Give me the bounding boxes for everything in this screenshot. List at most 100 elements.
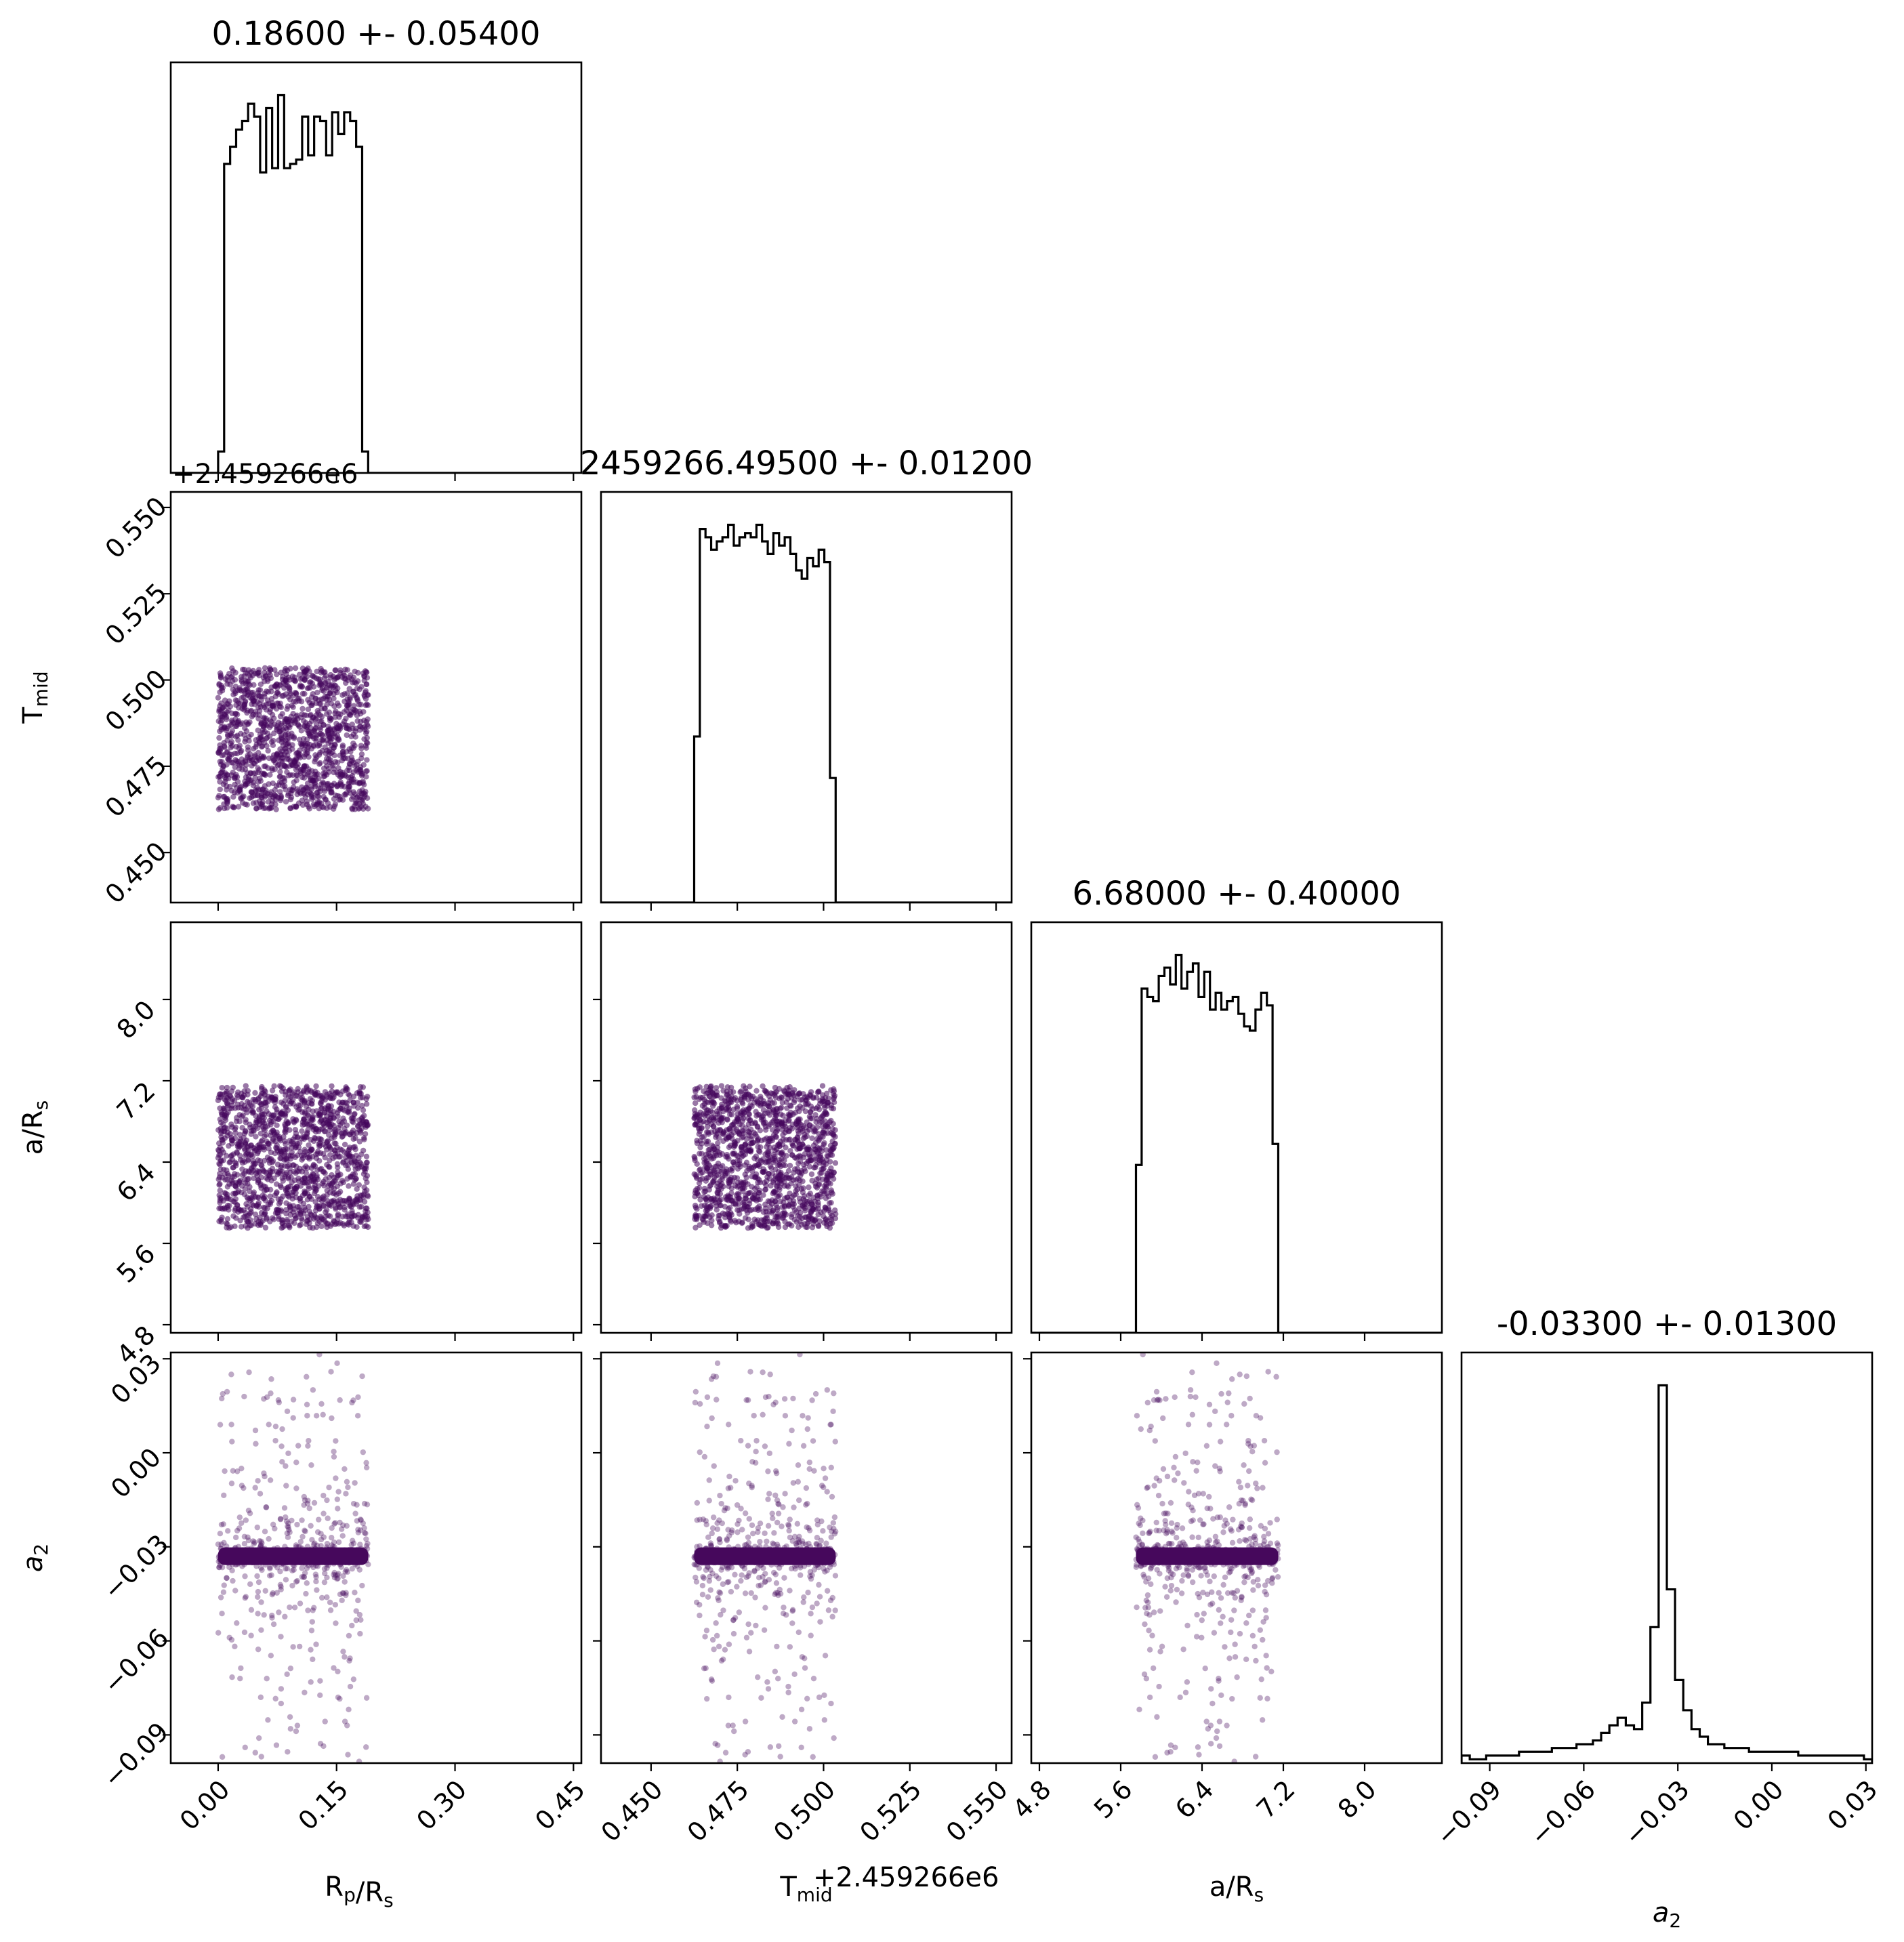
scatter-point bbox=[713, 1153, 720, 1159]
scatter-point bbox=[231, 804, 237, 810]
scatter-point bbox=[350, 1500, 357, 1507]
scatter-point bbox=[359, 1582, 365, 1589]
scatter-point bbox=[337, 1591, 344, 1598]
scatter-point bbox=[821, 1104, 828, 1111]
scatter-point bbox=[261, 704, 268, 711]
scatter-point bbox=[321, 1128, 328, 1134]
y-tick-label: 8.0 bbox=[111, 995, 161, 1045]
scatter-point bbox=[314, 1529, 321, 1535]
scatter-point bbox=[245, 1508, 252, 1514]
scatter-point bbox=[243, 678, 249, 684]
scatter-point bbox=[798, 1144, 804, 1151]
scatter-point bbox=[318, 1136, 325, 1143]
scatter-point bbox=[340, 1573, 346, 1579]
scatter-point bbox=[334, 1174, 340, 1180]
scatter-point bbox=[291, 1177, 298, 1184]
scatter-point bbox=[365, 740, 371, 746]
scatter-point bbox=[267, 793, 273, 800]
scatter-point bbox=[229, 718, 235, 724]
scatter-point bbox=[226, 1105, 233, 1112]
scatter-point bbox=[261, 1120, 268, 1126]
scatter-point bbox=[806, 1184, 812, 1191]
histogram-ars bbox=[1031, 953, 1442, 1333]
scatter-point bbox=[354, 1186, 360, 1192]
scatter-point bbox=[259, 1567, 265, 1573]
scatter-point bbox=[358, 701, 364, 708]
scatter-point bbox=[255, 1478, 261, 1484]
scatter-point bbox=[259, 770, 266, 777]
scatter-point bbox=[339, 1197, 346, 1204]
scatter-point bbox=[262, 1529, 268, 1535]
scatter-point bbox=[287, 1203, 293, 1210]
scatter-point bbox=[301, 753, 307, 760]
scatter-point bbox=[287, 686, 293, 692]
scatter-point bbox=[226, 775, 232, 781]
scatter-point bbox=[365, 1193, 371, 1199]
scatter-point bbox=[363, 1744, 369, 1750]
scatter-point bbox=[760, 1083, 766, 1090]
scatter-point bbox=[217, 689, 223, 695]
scatter-point bbox=[351, 1103, 357, 1109]
scatter-point bbox=[327, 757, 333, 764]
scatter-point bbox=[339, 1147, 345, 1153]
scatter-point bbox=[215, 1630, 222, 1636]
scatter-point bbox=[821, 1165, 827, 1172]
scatter-point bbox=[276, 1399, 283, 1405]
scatter-point bbox=[217, 1197, 223, 1203]
scatter-point bbox=[795, 1213, 801, 1219]
scatter-point bbox=[697, 1109, 703, 1115]
scatter-point bbox=[321, 1579, 328, 1586]
scatter-point bbox=[283, 1118, 289, 1124]
scatter-point bbox=[322, 1718, 328, 1724]
scatter-point bbox=[287, 1224, 293, 1231]
scatter-point bbox=[314, 1167, 320, 1174]
scatter-point bbox=[332, 1602, 339, 1608]
scatter-point bbox=[821, 1159, 827, 1165]
scatter-point bbox=[831, 1207, 838, 1214]
scatter-point bbox=[325, 1138, 331, 1144]
scatter-point bbox=[741, 1094, 747, 1100]
scatter-point bbox=[264, 1394, 270, 1401]
scatter-point bbox=[356, 1758, 363, 1763]
scatter-point bbox=[694, 1161, 700, 1168]
scatter-point bbox=[333, 1475, 339, 1481]
scatter-point bbox=[319, 1180, 326, 1186]
scatter-point bbox=[735, 1118, 742, 1125]
scatter-point bbox=[798, 1153, 804, 1160]
scatter-point bbox=[275, 1397, 282, 1403]
scatter-point bbox=[297, 1538, 304, 1545]
scatter-point bbox=[277, 714, 284, 720]
scatter-point bbox=[713, 1089, 720, 1095]
scatter-point bbox=[359, 1094, 366, 1100]
panel-frame bbox=[169, 1351, 583, 1764]
scatter-point bbox=[236, 766, 243, 772]
scatter-point bbox=[229, 710, 235, 717]
scatter-point bbox=[706, 1163, 713, 1169]
scatter-point bbox=[317, 749, 323, 756]
scatter-point bbox=[356, 805, 363, 811]
scatter-point bbox=[228, 1481, 235, 1487]
scatter-point bbox=[258, 1599, 264, 1605]
scatter-point bbox=[218, 675, 224, 681]
scatter-point bbox=[310, 1542, 317, 1548]
scatter-point bbox=[762, 1186, 768, 1193]
scatter-point bbox=[698, 1203, 705, 1209]
scatter-point bbox=[298, 728, 305, 734]
scatter-point bbox=[232, 1130, 239, 1136]
scatter-point bbox=[354, 678, 361, 684]
scatter-point bbox=[363, 1530, 369, 1537]
scatter-point bbox=[766, 1112, 773, 1118]
scatter-point bbox=[226, 1142, 232, 1149]
panel-frame bbox=[169, 921, 583, 1334]
scatter-point bbox=[830, 1105, 837, 1112]
scatter-point bbox=[297, 1102, 304, 1109]
scatter-point bbox=[310, 1117, 316, 1123]
scatter-point bbox=[325, 1515, 331, 1521]
scatter-point bbox=[791, 1201, 798, 1207]
scatter-point bbox=[308, 1679, 314, 1685]
scatter-point bbox=[255, 1735, 262, 1741]
scatter-point bbox=[362, 668, 369, 674]
scatter-point bbox=[812, 1146, 819, 1153]
scatter-point bbox=[785, 1168, 792, 1174]
scatter-point bbox=[285, 1184, 292, 1190]
